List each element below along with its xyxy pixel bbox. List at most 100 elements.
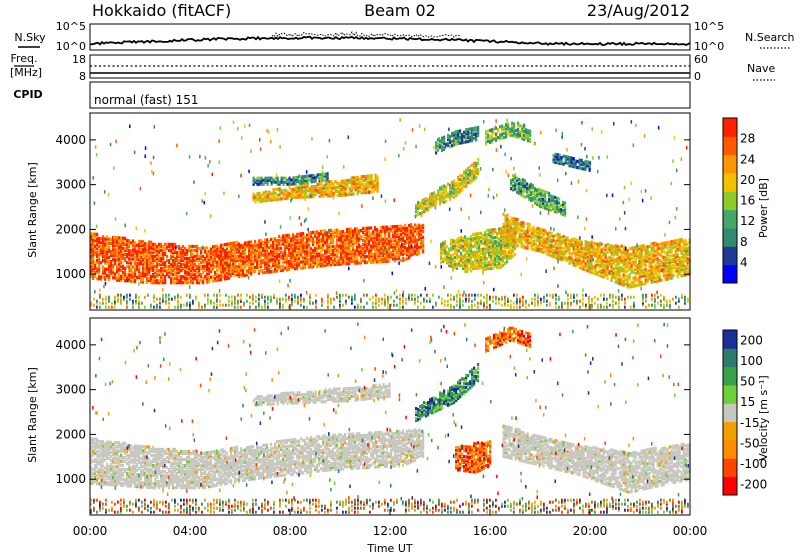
data-cell — [550, 248, 553, 252]
data-cell — [228, 256, 231, 260]
data-cell — [449, 195, 452, 199]
data-cell — [174, 263, 177, 267]
data-cell — [124, 238, 127, 242]
data-cell — [348, 233, 351, 237]
data-cell — [502, 245, 505, 249]
data-cell — [292, 233, 295, 237]
data-cell — [196, 281, 199, 285]
data-cell — [496, 231, 499, 235]
data-cell — [384, 245, 387, 249]
data-cell — [188, 277, 191, 281]
data-cell — [258, 239, 261, 243]
data-cell — [204, 268, 207, 272]
data-cell — [142, 240, 145, 244]
data-cell — [306, 189, 309, 193]
data-cell — [412, 226, 415, 230]
data-cell — [554, 245, 557, 249]
data-cell — [366, 176, 369, 180]
data-cell — [514, 235, 517, 239]
data-cell — [516, 244, 519, 248]
data-cell — [292, 255, 295, 259]
data-cell — [648, 250, 651, 255]
data-cell — [475, 171, 478, 176]
data-cell — [384, 247, 387, 251]
data-cell — [640, 274, 643, 278]
data-cell — [550, 244, 553, 248]
data-cell — [451, 194, 454, 198]
data-cell — [156, 256, 159, 261]
data-cell — [164, 269, 167, 273]
data-cell — [282, 194, 285, 199]
data-cell — [366, 186, 369, 190]
data-cell — [596, 250, 599, 255]
data-cell — [466, 243, 469, 247]
data-cell — [560, 240, 563, 244]
data-cell — [282, 188, 285, 193]
data-cell — [138, 276, 141, 280]
data-cell — [212, 261, 215, 265]
data-cell — [592, 249, 595, 253]
data-cell — [441, 199, 444, 203]
data-cell — [466, 245, 469, 249]
data-cell — [198, 254, 201, 259]
data-cell — [469, 127, 472, 131]
data-cell — [252, 268, 255, 272]
data-cell — [282, 242, 285, 246]
data-cell — [532, 231, 535, 236]
data-cell — [364, 228, 367, 232]
data-cell — [202, 267, 205, 271]
data-cell — [422, 223, 425, 227]
data-cell — [322, 243, 325, 247]
data-cell — [498, 265, 501, 269]
data-cell — [538, 227, 541, 231]
data-cell — [286, 240, 289, 244]
data-cell — [494, 254, 497, 258]
data-cell — [386, 253, 389, 257]
data-cell — [204, 274, 207, 278]
data-cell — [360, 175, 363, 179]
data-cell — [138, 257, 141, 262]
data-cell — [662, 272, 665, 276]
data-cell — [470, 243, 473, 247]
data-cell — [404, 233, 407, 238]
data-cell — [666, 241, 669, 245]
data-cell — [378, 246, 381, 250]
data-cell — [312, 189, 315, 193]
data-cell — [190, 281, 193, 285]
data-cell — [554, 253, 557, 257]
data-cell — [102, 247, 105, 251]
data-cell — [150, 256, 153, 260]
data-cell — [170, 269, 173, 273]
data-cell — [134, 271, 137, 275]
data-cell — [332, 186, 335, 190]
data-cell — [92, 250, 95, 254]
data-cell — [368, 246, 371, 250]
data-cell — [144, 250, 147, 254]
noise-left-tick-low: 10^0 — [56, 40, 86, 53]
data-cell — [232, 267, 235, 271]
data-cell — [276, 265, 279, 269]
data-cell — [360, 249, 363, 253]
data-cell — [486, 243, 489, 247]
data-cell — [455, 181, 458, 185]
data-cell — [513, 124, 516, 128]
data-cell — [458, 263, 461, 267]
data-cell — [132, 265, 135, 269]
data-cell — [546, 248, 549, 252]
data-cell — [98, 275, 101, 279]
data-cell — [476, 238, 479, 242]
data-cell — [508, 238, 511, 242]
data-cell — [376, 260, 379, 264]
data-cell — [214, 250, 217, 255]
data-cell — [256, 182, 259, 186]
data-cell — [616, 271, 619, 275]
data-cell — [258, 255, 261, 259]
data-cell — [544, 204, 547, 208]
data-cell — [506, 219, 509, 223]
data-cell — [518, 236, 521, 240]
data-cell — [556, 254, 559, 258]
data-cell — [528, 239, 531, 243]
data-cell — [578, 255, 581, 259]
data-cell — [443, 196, 446, 200]
data-cell — [400, 236, 403, 240]
